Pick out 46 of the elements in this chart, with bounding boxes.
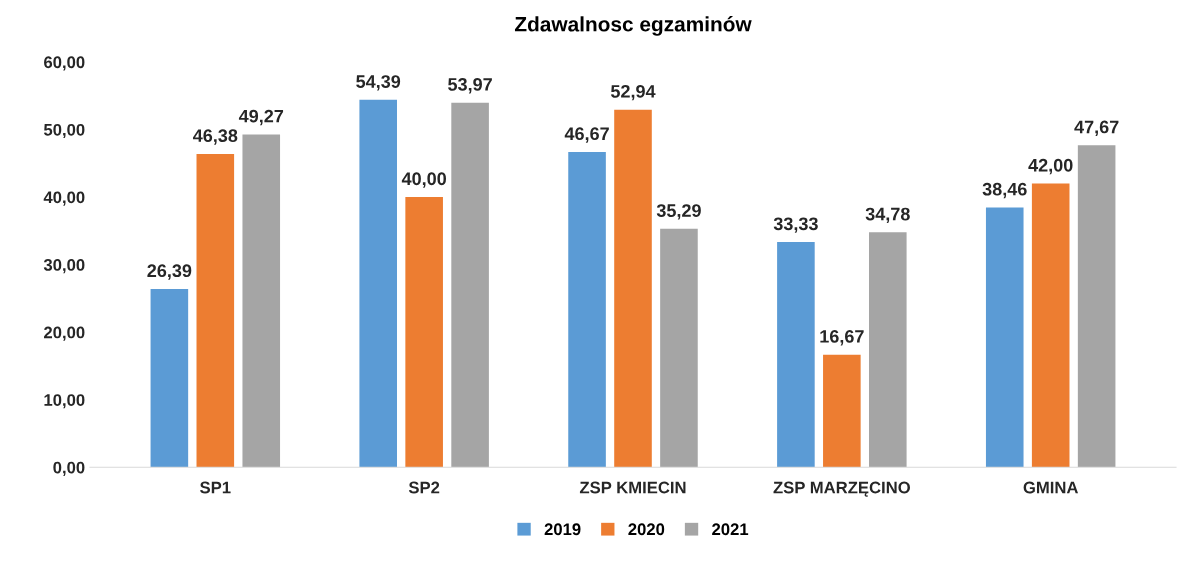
data-label: 40,00 bbox=[401, 172, 447, 188]
bar bbox=[869, 232, 907, 468]
data-label: 26,39 bbox=[147, 264, 192, 280]
bar bbox=[242, 134, 281, 468]
y-tick-label: 10,00 bbox=[44, 394, 85, 409]
data-label: 33,33 bbox=[773, 217, 818, 233]
chart-title: Zdawalnosc egzaminów bbox=[514, 16, 752, 36]
data-label: 47,67 bbox=[1074, 120, 1119, 136]
bar bbox=[1077, 145, 1116, 468]
data-label: 34,78 bbox=[865, 207, 910, 224]
x-tick-label: SP1 bbox=[200, 481, 231, 494]
bar bbox=[196, 153, 235, 468]
data-label: 49,27 bbox=[238, 109, 284, 126]
x-tick-label: ZSP MARZĘCINO bbox=[773, 481, 910, 497]
y-tick-label: 30,00 bbox=[43, 259, 85, 274]
y-tick-label: 50,00 bbox=[43, 123, 85, 139]
bar bbox=[405, 197, 443, 468]
data-label: 38,46 bbox=[982, 182, 1027, 199]
x-tick-label: GMINA bbox=[1023, 481, 1079, 494]
data-label: 35,29 bbox=[656, 204, 701, 220]
data-label: 54,39 bbox=[356, 75, 401, 91]
bar bbox=[777, 242, 815, 468]
data-label: 46,67 bbox=[564, 127, 609, 143]
legend-label: 2020 bbox=[628, 523, 665, 536]
data-label: 42,00 bbox=[1028, 158, 1073, 175]
bar bbox=[1031, 183, 1070, 468]
bar bbox=[568, 151, 606, 468]
y-tick-label: 40,00 bbox=[43, 191, 85, 206]
legend-label: 2021 bbox=[712, 523, 749, 536]
data-label: 52,94 bbox=[610, 84, 656, 101]
data-label: 53,97 bbox=[448, 77, 492, 94]
y-tick-label: 20,00 bbox=[44, 326, 85, 341]
y-tick-label: 0,00 bbox=[53, 461, 85, 476]
legend-label: 2019 bbox=[544, 523, 581, 536]
bar bbox=[150, 289, 189, 468]
data-label: 46,38 bbox=[192, 129, 238, 145]
bar bbox=[985, 207, 1024, 468]
bar bbox=[614, 109, 652, 468]
bar bbox=[660, 228, 698, 468]
bar bbox=[451, 102, 489, 468]
x-tick-label: ZSP KMIECIN bbox=[579, 481, 686, 494]
data-label: 16,67 bbox=[820, 329, 864, 346]
y-tick-label: 60,00 bbox=[44, 56, 85, 71]
bar bbox=[359, 99, 397, 468]
bar bbox=[823, 354, 861, 468]
x-tick-label: SP2 bbox=[408, 481, 440, 494]
